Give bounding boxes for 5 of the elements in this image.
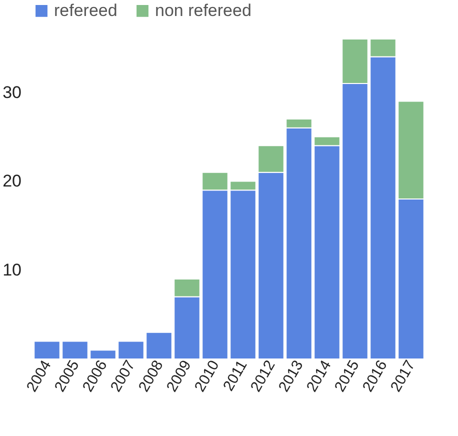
legend-label: non refereed <box>155 0 252 20</box>
y-tick-label: 10 <box>2 260 22 280</box>
y-tick-label: 20 <box>2 172 22 191</box>
legend-label: refereed <box>54 0 118 20</box>
y-tick-label: 30 <box>2 82 22 102</box>
